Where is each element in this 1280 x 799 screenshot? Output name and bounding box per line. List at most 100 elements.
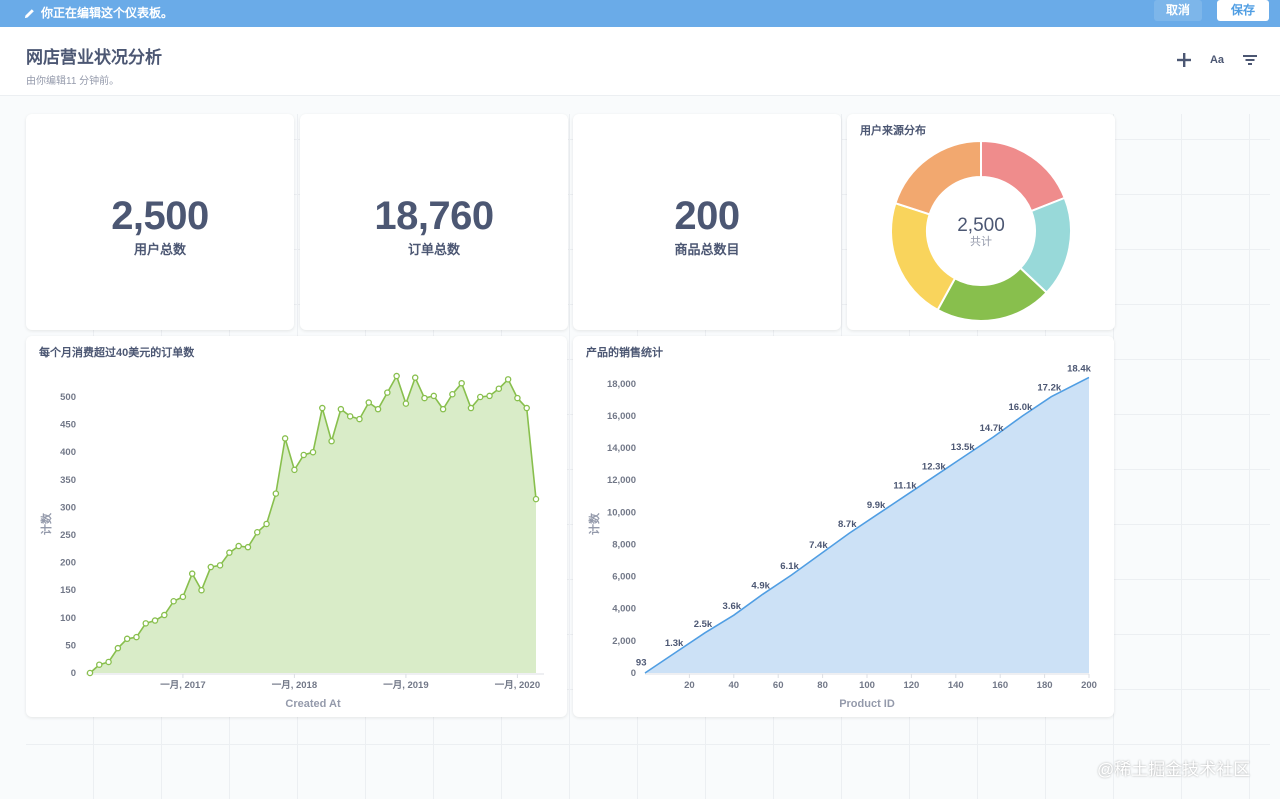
- y-tick-label: 0: [631, 668, 636, 679]
- data-point[interactable]: [161, 611, 168, 619]
- data-point[interactable]: [467, 404, 475, 412]
- data-point[interactable]: [411, 374, 419, 381]
- data-point[interactable]: [458, 379, 465, 387]
- data-point[interactable]: [532, 495, 540, 503]
- data-label: 17.2k: [1037, 383, 1061, 394]
- x-tick-label: 20: [684, 680, 695, 691]
- donut-slice[interactable]: [980, 139, 1066, 213]
- data-point[interactable]: [133, 633, 140, 641]
- pencil-icon: [24, 9, 34, 19]
- y-tick-label: 300: [60, 502, 76, 513]
- data-point[interactable]: [365, 399, 372, 406]
- monthly-orders-chart-card[interactable]: 每个月消费超过40美元的订单数 计数 Created At 0 50 100 150 2…: [26, 336, 567, 717]
- data-label: 93: [636, 658, 647, 669]
- y-tick-label: 500: [60, 392, 76, 403]
- data-point[interactable]: [235, 542, 242, 550]
- data-point[interactable]: [142, 620, 150, 627]
- scalar-card-orders[interactable]: 18,760 订单总数: [300, 114, 568, 330]
- scalar-value: 2,500: [111, 194, 209, 238]
- scalar-value: 18,760: [374, 194, 494, 238]
- data-point[interactable]: [263, 520, 270, 528]
- x-tick-label: 140: [948, 680, 964, 691]
- data-point[interactable]: [504, 376, 512, 383]
- data-point[interactable]: [300, 451, 307, 459]
- save-button[interactable]: 保存: [1217, 0, 1269, 21]
- y-tick-label: 350: [60, 475, 76, 486]
- data-point[interactable]: [393, 372, 400, 380]
- y-tick-label: 14,000: [607, 443, 636, 454]
- data-point[interactable]: [514, 394, 521, 402]
- data-point[interactable]: [346, 413, 354, 420]
- data-point[interactable]: [328, 437, 335, 445]
- data-point[interactable]: [86, 669, 94, 677]
- donut-slice[interactable]: [936, 266, 1049, 322]
- series-line: [644, 376, 1090, 674]
- data-point[interactable]: [486, 392, 493, 400]
- data-point[interactable]: [244, 543, 252, 551]
- data-point[interactable]: [105, 658, 112, 666]
- text-card-icon: Aa: [1209, 54, 1225, 66]
- edit-mode-message: 你正在编辑这个仪表板。: [24, 0, 173, 27]
- data-label: 8.7k: [838, 519, 857, 530]
- add-filter-button[interactable]: [1241, 51, 1259, 69]
- data-point[interactable]: [374, 405, 382, 413]
- data-label: 2.5k: [694, 619, 713, 630]
- data-point[interactable]: [337, 405, 345, 413]
- product-sales-chart: 计数 Product ID 0 2,000 4,000 6,000 8,000 10,00…: [587, 363, 1097, 710]
- data-point[interactable]: [421, 394, 428, 402]
- data-point[interactable]: [170, 597, 177, 605]
- data-point[interactable]: [226, 549, 233, 556]
- data-label: 13.5k: [951, 442, 975, 453]
- scalar-card-users[interactable]: 2,500 用户总数: [26, 114, 294, 330]
- donut-total-label: 共计: [970, 235, 992, 248]
- data-point[interactable]: [523, 404, 530, 412]
- x-tick-label: 200: [1081, 680, 1097, 691]
- scalar-card-products[interactable]: 200 商品总数目: [573, 114, 841, 330]
- data-point[interactable]: [207, 563, 215, 571]
- data-point[interactable]: [151, 617, 159, 624]
- data-label: 16.0k: [1009, 402, 1033, 413]
- data-point[interactable]: [402, 400, 410, 407]
- data-point[interactable]: [319, 404, 326, 412]
- data-point[interactable]: [356, 415, 363, 423]
- y-tick-label: 16,000: [607, 411, 636, 422]
- scalar-label: 商品总数目: [674, 242, 740, 257]
- cancel-button[interactable]: 取消: [1154, 0, 1202, 21]
- data-point[interactable]: [384, 389, 391, 396]
- data-point[interactable]: [291, 466, 298, 474]
- data-point[interactable]: [495, 385, 503, 392]
- donut-slice[interactable]: [894, 139, 982, 216]
- donut-slice[interactable]: [890, 201, 957, 312]
- watermark: @稀土掘金技术社区: [1097, 760, 1251, 779]
- y-tick-label: 450: [60, 420, 76, 431]
- data-point[interactable]: [281, 435, 289, 442]
- x-tick-label: 一月, 2018: [272, 680, 317, 691]
- donut-chart: 2,500 共计: [890, 139, 1072, 322]
- data-point[interactable]: [309, 448, 317, 456]
- add-text-card-button[interactable]: Aa: [1208, 51, 1226, 69]
- data-point[interactable]: [179, 593, 187, 601]
- data-point[interactable]: [188, 570, 196, 577]
- data-label: 9.9k: [867, 500, 886, 511]
- data-point[interactable]: [123, 635, 131, 643]
- data-point[interactable]: [476, 393, 484, 401]
- scalar-label: 用户总数: [133, 242, 186, 257]
- x-tick-label: 120: [903, 680, 919, 691]
- add-card-button[interactable]: [1175, 51, 1193, 69]
- data-point[interactable]: [272, 490, 280, 497]
- data-label: 7.4k: [809, 540, 828, 551]
- y-tick-label: 50: [65, 640, 76, 651]
- donut-chart-card[interactable]: 用户来源分布 2,500 共计: [847, 114, 1115, 330]
- data-point[interactable]: [114, 644, 122, 652]
- data-point[interactable]: [449, 390, 456, 398]
- data-point[interactable]: [216, 562, 224, 569]
- y-tick-label: 18,000: [607, 379, 636, 390]
- data-point[interactable]: [253, 528, 261, 536]
- filter-icon: [1243, 55, 1257, 65]
- data-point[interactable]: [96, 661, 103, 668]
- product-sales-chart-card[interactable]: 产品的销售统计 计数 Product ID 0 2,000 4,000 6,000 8,…: [573, 336, 1114, 717]
- data-point[interactable]: [439, 405, 447, 413]
- data-point[interactable]: [430, 392, 438, 400]
- data-point[interactable]: [198, 586, 205, 594]
- data-label: 1.3k: [665, 638, 684, 649]
